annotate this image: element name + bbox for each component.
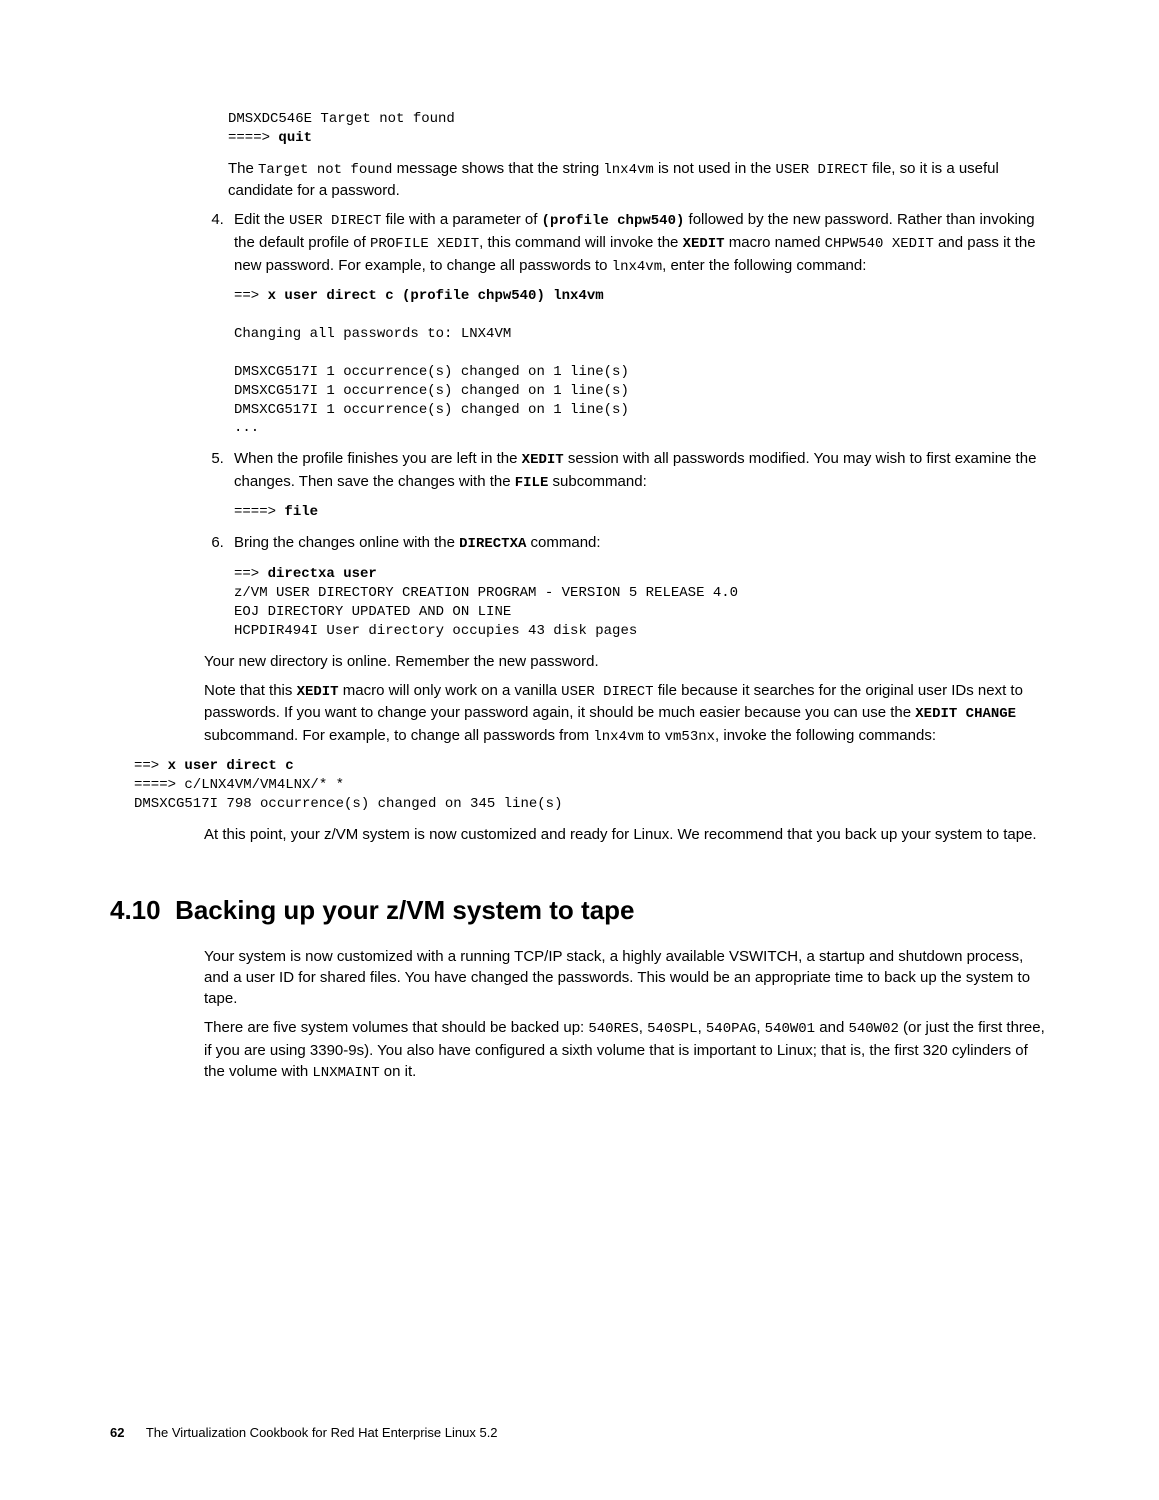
page-container: DMSXDC546E Target not found ====> quit T… bbox=[0, 0, 1159, 1500]
section-heading: 4.10 Backing up your z/VM system to tape bbox=[110, 895, 1049, 926]
footer-title: The Virtualization Cookbook for Red Hat … bbox=[146, 1425, 498, 1440]
code-line: DMSXDC546E Target not found bbox=[228, 111, 455, 127]
para-at-this-point: At this point, your z/VM system is now c… bbox=[204, 824, 1049, 845]
para-target-not-found: The Target not found message shows that … bbox=[228, 158, 1049, 202]
step-5: When the profile finishes you are left i… bbox=[228, 448, 1049, 522]
para-note-xedit: Note that this XEDIT macro will only wor… bbox=[204, 680, 1049, 748]
code-block-step4: ==> x user direct c (profile chpw540) ln… bbox=[234, 287, 1049, 438]
page-number: 62 bbox=[110, 1425, 124, 1440]
section-title: Backing up your z/VM system to tape bbox=[175, 895, 634, 925]
page-footer: 62 The Virtualization Cookbook for Red H… bbox=[110, 1425, 498, 1440]
steps-list: Edit the USER DIRECT file with a paramet… bbox=[110, 209, 1049, 640]
code-prompt: ====> bbox=[228, 130, 278, 146]
code-block-step5: ====> file bbox=[234, 503, 1049, 522]
code-block-change: ==> x user direct c ====> c/LNX4VM/VM4LN… bbox=[134, 757, 1049, 814]
code-block-step6: ==> directxa user z/VM USER DIRECTORY CR… bbox=[234, 565, 1049, 641]
section-para-2: There are five system volumes that shoul… bbox=[204, 1017, 1049, 1083]
step-6: Bring the changes online with the DIRECT… bbox=[228, 532, 1049, 640]
code-command: quit bbox=[278, 130, 312, 146]
section-para-1: Your system is now customized with a run… bbox=[204, 946, 1049, 1009]
code-block-initial: DMSXDC546E Target not found ====> quit bbox=[228, 110, 1049, 148]
section-number: 4.10 bbox=[110, 895, 161, 925]
para-new-directory: Your new directory is online. Remember t… bbox=[204, 651, 1049, 672]
step-4: Edit the USER DIRECT file with a paramet… bbox=[228, 209, 1049, 438]
